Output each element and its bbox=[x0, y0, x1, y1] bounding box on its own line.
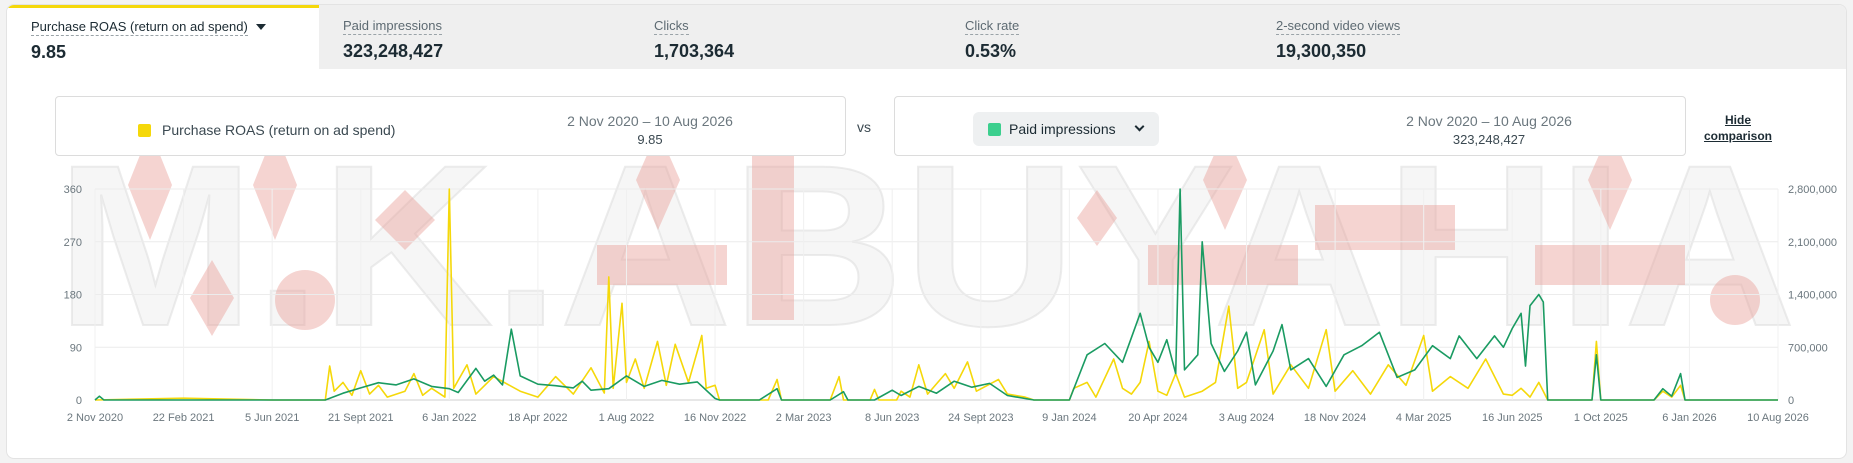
tab-clicks[interactable]: Clicks 1,703,364 bbox=[630, 5, 941, 69]
y-left-tick-label: 90 bbox=[70, 342, 82, 354]
watermark-bar bbox=[1148, 245, 1298, 285]
y-right-tick-label: 700,000 bbox=[1788, 342, 1828, 354]
tab-value: 0.53% bbox=[965, 41, 1017, 61]
watermark-dot bbox=[275, 270, 335, 330]
comparison-right-box: 2 Nov 2020 – 10 Aug 2026 323,248,427 bbox=[894, 96, 1686, 156]
x-tick-label: 6 Jan 2026 bbox=[1662, 412, 1716, 424]
watermark-diamond bbox=[375, 190, 435, 250]
metrics-card: Purchase ROAS (return on ad spend) 9.85 … bbox=[6, 4, 1847, 459]
watermark-bar bbox=[597, 245, 727, 285]
x-tick-label: 21 Sept 2021 bbox=[328, 412, 393, 424]
tab-value: 323,248,427 bbox=[343, 41, 444, 61]
x-tick-label: 3 Aug 2024 bbox=[1219, 412, 1275, 424]
range-value: 323,248,427 bbox=[1452, 132, 1526, 147]
dropdown-label: Paid impressions bbox=[1009, 121, 1116, 137]
x-tick-label: 16 Jun 2025 bbox=[1482, 412, 1543, 424]
x-tick-label: 16 Nov 2022 bbox=[684, 412, 746, 424]
tab-value: 9.85 bbox=[31, 42, 67, 62]
tab-click-rate[interactable]: Click rate 0.53% bbox=[941, 5, 1252, 69]
tab-label: Paid impressions bbox=[343, 18, 442, 35]
x-tick-label: 10 Aug 2026 bbox=[1747, 412, 1809, 424]
y-right-tick-label: 2,100,000 bbox=[1788, 237, 1837, 249]
tab-label: Click rate bbox=[965, 18, 1020, 35]
comparison-left-box: Purchase ROAS (return on ad spend) 2 Nov… bbox=[55, 96, 846, 156]
series-swatch bbox=[138, 124, 151, 137]
x-tick-label: 18 Nov 2024 bbox=[1304, 412, 1366, 424]
metric-tabs: Purchase ROAS (return on ad spend) 9.85 … bbox=[7, 5, 1846, 69]
date-range: 2 Nov 2020 – 10 Aug 2026 bbox=[567, 113, 733, 129]
watermark-bar bbox=[1315, 205, 1455, 250]
tab-video-views[interactable]: 2-second video views 19,300,350 bbox=[1252, 5, 1563, 69]
hide-comparison-link[interactable]: Hide comparison bbox=[1703, 113, 1772, 143]
y-right-tick-label: 2,800,000 bbox=[1788, 184, 1837, 196]
watermark-diamond bbox=[190, 260, 234, 336]
y-left-tick-label: 0 bbox=[76, 395, 82, 407]
x-tick-label: 9 Jan 2024 bbox=[1042, 412, 1096, 424]
x-tick-label: 2 Nov 2020 bbox=[67, 412, 123, 424]
watermark-diamond bbox=[253, 130, 297, 240]
x-tick-label: 20 Apr 2024 bbox=[1128, 412, 1187, 424]
tab-value: 1,703,364 bbox=[654, 41, 735, 61]
x-tick-label: 24 Sept 2023 bbox=[948, 412, 1013, 424]
series-label: Purchase ROAS (return on ad spend) bbox=[162, 122, 396, 138]
x-tick-label: 6 Jan 2022 bbox=[422, 412, 476, 424]
x-tick-label: 8 Jun 2023 bbox=[865, 412, 919, 424]
caret-down-icon[interactable] bbox=[255, 23, 266, 30]
x-tick-label: 4 Mar 2025 bbox=[1396, 412, 1452, 424]
tab-paid-impressions[interactable]: Paid impressions 323,248,427 bbox=[319, 5, 630, 69]
watermark-bar bbox=[752, 135, 794, 320]
watermark-diamond bbox=[128, 130, 172, 240]
watermark-dot bbox=[1710, 275, 1760, 325]
vs-label: vs bbox=[857, 119, 871, 135]
y-left-tick-label: 360 bbox=[64, 184, 82, 196]
watermark-diamond bbox=[1077, 190, 1117, 246]
tab-label: Clicks bbox=[654, 18, 689, 35]
x-tick-label: 1 Oct 2025 bbox=[1574, 412, 1628, 424]
x-tick-label: 2 Mar 2023 bbox=[776, 412, 832, 424]
y-left-tick-label: 180 bbox=[64, 290, 82, 302]
watermark-text: M.K.ABUYAHIA bbox=[56, 117, 1796, 374]
tab-label: 2-second video views bbox=[1276, 18, 1401, 35]
watermark-bar bbox=[1535, 245, 1685, 285]
x-tick-label: 5 Jun 2021 bbox=[245, 412, 299, 424]
x-tick-label: 18 Apr 2022 bbox=[508, 412, 567, 424]
y-left-tick-label: 270 bbox=[64, 237, 82, 249]
series-swatch bbox=[988, 123, 1001, 136]
series-line bbox=[94, 188, 1778, 401]
y-right-tick-label: 0 bbox=[1788, 395, 1794, 407]
y-right-tick-label: 1,400,000 bbox=[1788, 290, 1837, 302]
x-tick-label: 1 Aug 2022 bbox=[599, 412, 655, 424]
tab-value: 19,300,350 bbox=[1276, 41, 1367, 61]
metric-dropdown[interactable]: Paid impressions bbox=[973, 112, 1159, 146]
range-value: 9.85 bbox=[637, 132, 663, 147]
date-range: 2 Nov 2020 – 10 Aug 2026 bbox=[1406, 113, 1572, 129]
tab-label: Purchase ROAS (return on ad spend) bbox=[31, 19, 248, 36]
x-tick-label: 22 Feb 2021 bbox=[153, 412, 215, 424]
series-line bbox=[94, 188, 1778, 401]
tab-purchase-roas[interactable]: Purchase ROAS (return on ad spend) 9.85 bbox=[7, 5, 319, 69]
